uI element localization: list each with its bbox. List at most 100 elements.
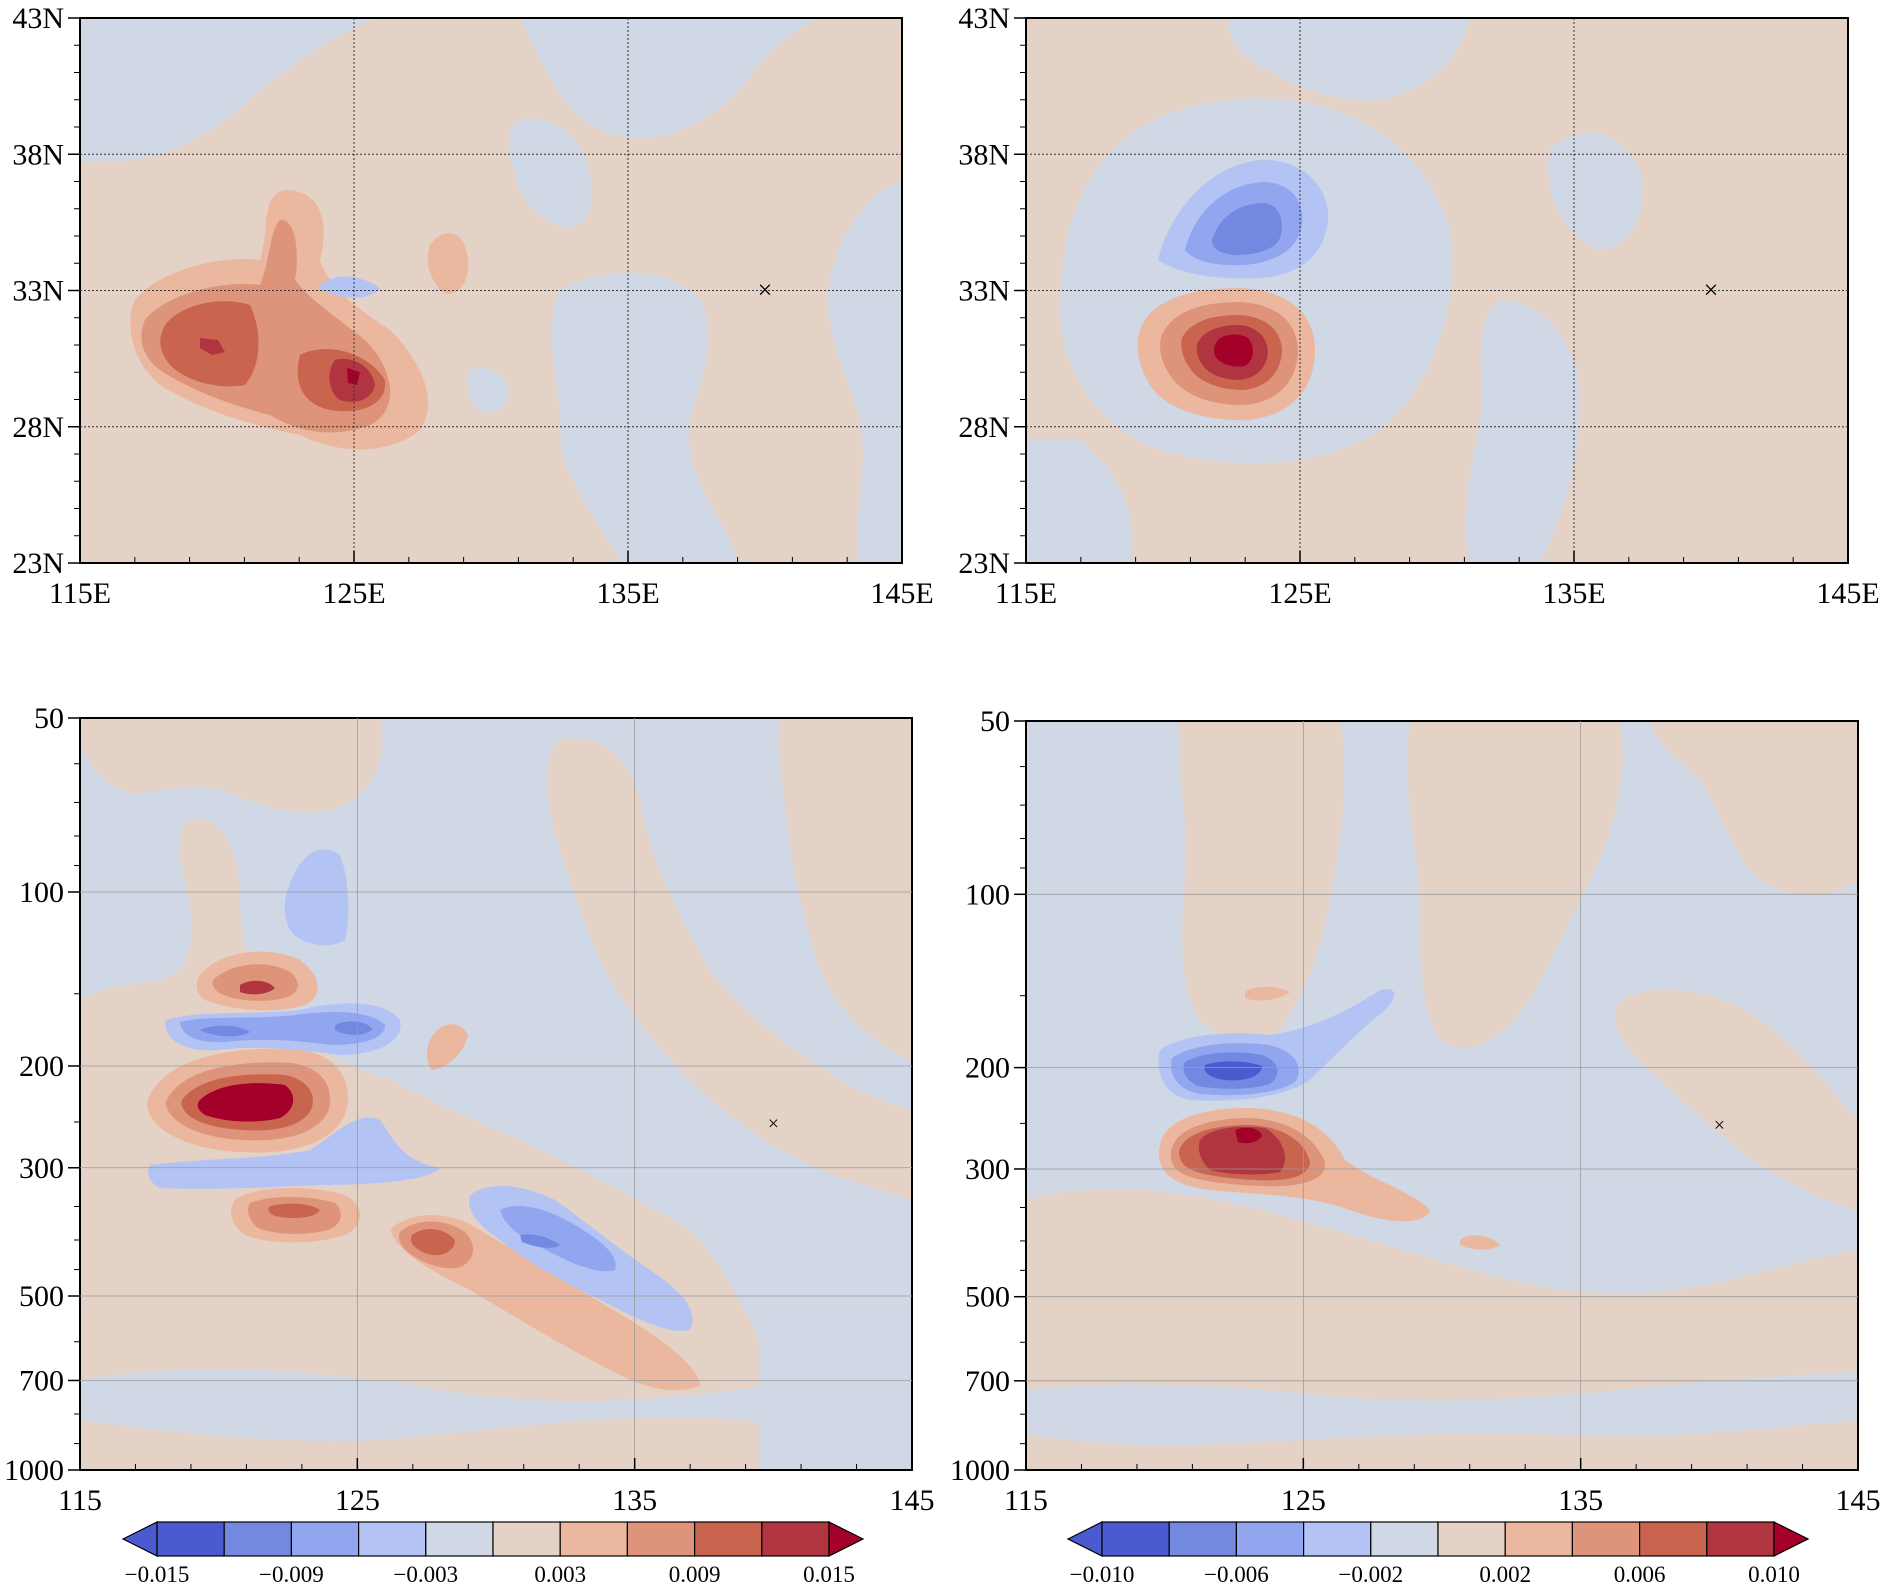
colorbar-swatch — [1437, 1521, 1506, 1557]
x-tick-label: 135E — [596, 577, 659, 610]
colorbar-extend-min — [121, 1521, 158, 1557]
x-tick-label: 125E — [322, 577, 385, 610]
colorbar-left: −0.015 −0.009 −0.003 0.003 0.009 0.015 — [121, 1521, 865, 1585]
colorbar-swatch — [1302, 1521, 1372, 1557]
colorbar-label: 0.003 — [534, 1562, 586, 1585]
x-tick-label: 135 — [1558, 1484, 1603, 1517]
colorbar-right: −0.010 −0.006 −0.002 0.002 0.006 0.010 — [1066, 1521, 1810, 1585]
y-tick-label: 1000 — [950, 1454, 1010, 1487]
lr-positive-column-far-east — [1650, 721, 1858, 895]
ul-red5-peak-east — [347, 368, 360, 385]
ll-red5-225 — [197, 1083, 294, 1122]
y-tick-label: 28N — [958, 411, 1010, 444]
ll-blue3-diagonal — [520, 1234, 560, 1248]
x-tick-label: 145E — [870, 577, 933, 610]
colorbar-extend-max — [828, 1521, 865, 1557]
panel-upper-right-grid — [1026, 18, 1848, 563]
reference-point-marker: × — [1714, 1114, 1725, 1136]
y-tick-label: 200 — [965, 1052, 1010, 1085]
colorbar-extend-max — [1773, 1521, 1810, 1557]
y-tick-label: 23N — [958, 547, 1010, 580]
colorbar-extend-min — [1066, 1521, 1103, 1557]
panel-upper-left: 115E 125E 135E 145E 23N 28N 33N 38N 43N × — [12, 2, 933, 610]
y-tick-label: 23N — [12, 547, 64, 580]
panel-lower-right-ticks: 115 125 135 145 50 100 200 300 500 700 1000 — [950, 705, 1880, 1517]
colorbar-swatch — [693, 1521, 763, 1557]
panel-lower-right-marker: × — [1714, 1114, 1725, 1136]
ur-red5-peak — [1214, 334, 1254, 367]
colorbar-label: 0.006 — [1614, 1562, 1666, 1585]
y-tick-label: 700 — [19, 1364, 64, 1397]
colorbar-swatch — [761, 1521, 830, 1557]
ll-red1-mid-small — [426, 1024, 468, 1070]
panel-upper-left-marker: × — [758, 276, 773, 305]
y-tick-label: 300 — [19, 1152, 64, 1185]
panel-lower-left-frame — [79, 717, 913, 1471]
reference-point-marker: × — [768, 1113, 779, 1135]
y-tick-label: 33N — [12, 275, 64, 308]
lr-negative-lower-band — [1026, 1372, 1858, 1446]
y-tick-label: 50 — [980, 705, 1010, 738]
ll-blue3-175-east — [335, 1021, 372, 1035]
ll-blue2-175 — [180, 1012, 385, 1045]
ll-red3-380 — [268, 1203, 320, 1218]
ul-red1-small — [427, 233, 469, 294]
ll-blue2-diagonal — [500, 1205, 616, 1272]
colorbar-label: −0.006 — [1204, 1562, 1269, 1585]
x-tick-label: 145 — [890, 1484, 935, 1517]
ur-blue3-region — [1212, 203, 1282, 255]
ur-negative-southwest — [1026, 440, 1133, 563]
x-tick-label: 145 — [1836, 1484, 1880, 1517]
colorbar-swatch — [1370, 1521, 1439, 1557]
colorbar-label: −0.009 — [259, 1562, 324, 1585]
panel-lower-right-grid — [1026, 721, 1858, 1470]
x-tick-label: 115 — [58, 1484, 102, 1517]
panel-upper-right-ticks: 115E 125E 135E 145E 23N 28N 33N 38N 43N — [958, 2, 1879, 610]
panel-upper-right: 115E 125E 135E 145E 23N 28N 33N 38N 43N × — [958, 2, 1879, 610]
colorbar-swatch — [559, 1521, 629, 1557]
x-tick-label: 125E — [1268, 577, 1331, 610]
y-tick-label: 38N — [12, 138, 64, 171]
x-tick-label: 115E — [995, 577, 1057, 610]
colorbar-label: 0.002 — [1479, 1562, 1531, 1585]
colorbar-label: 0.009 — [669, 1562, 721, 1585]
colorbar-swatch — [425, 1521, 494, 1557]
ll-red3-diagonal — [410, 1228, 455, 1256]
lr-positive-east-mid — [1615, 989, 1858, 1210]
y-tick-label: 1000 — [4, 1454, 64, 1487]
y-tick-label: 43N — [12, 2, 64, 35]
colorbar-swatch — [1504, 1521, 1573, 1557]
ur-negative-northeast — [1548, 132, 1643, 250]
y-tick-label: 700 — [965, 1365, 1010, 1398]
ul-negative-lobe-2 — [467, 368, 509, 413]
colorbar-swatch — [358, 1521, 427, 1557]
reference-point-marker: × — [758, 276, 773, 305]
x-tick-label: 125 — [1281, 1484, 1326, 1517]
colorbar-label: 0.015 — [803, 1562, 855, 1585]
colorbar-swatch — [626, 1521, 696, 1557]
y-tick-label: 500 — [19, 1280, 64, 1313]
x-tick-label: 115E — [49, 577, 111, 610]
ul-negative-weak — [318, 276, 380, 298]
ll-red4-upper — [240, 980, 275, 995]
y-tick-label: 33N — [958, 275, 1010, 308]
panel-lower-left-contours — [80, 720, 912, 1470]
colorbar-label: −0.010 — [1070, 1562, 1135, 1585]
colorbar-label: −0.002 — [1338, 1562, 1403, 1585]
colorbar-swatch — [290, 1521, 360, 1557]
ul-negative-lobe-1 — [551, 272, 740, 563]
panel-lower-right: 115 125 135 145 50 100 200 300 500 700 1000 × — [950, 705, 1880, 1517]
y-tick-label: 300 — [965, 1153, 1010, 1186]
lr-red5-260 — [1235, 1127, 1262, 1144]
y-tick-label: 28N — [12, 411, 64, 444]
y-tick-label: 100 — [19, 876, 64, 909]
colorbar-label: −0.015 — [125, 1562, 190, 1585]
y-tick-label: 50 — [34, 702, 64, 735]
ll-blue1-280 — [148, 1117, 440, 1189]
ll-positive-central-column — [547, 738, 912, 1200]
colorbar-swatch — [1101, 1521, 1170, 1557]
colorbar-swatch — [1706, 1521, 1775, 1557]
colorbar-swatch — [1168, 1521, 1237, 1557]
colorbar-swatch — [1235, 1521, 1305, 1557]
